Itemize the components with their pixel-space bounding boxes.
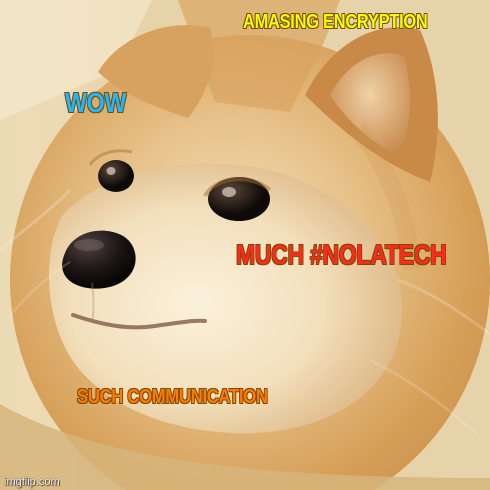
caption-bottom-left: SUCH COMMUNICATION: [77, 386, 268, 408]
caption-middle-right: MUCH #NOLATECH: [236, 239, 447, 270]
caption-wow: WOW: [65, 87, 127, 118]
watermark: imgflip.com: [4, 476, 60, 488]
caption-top-right: AMASING ENCRYPTION: [243, 11, 428, 33]
